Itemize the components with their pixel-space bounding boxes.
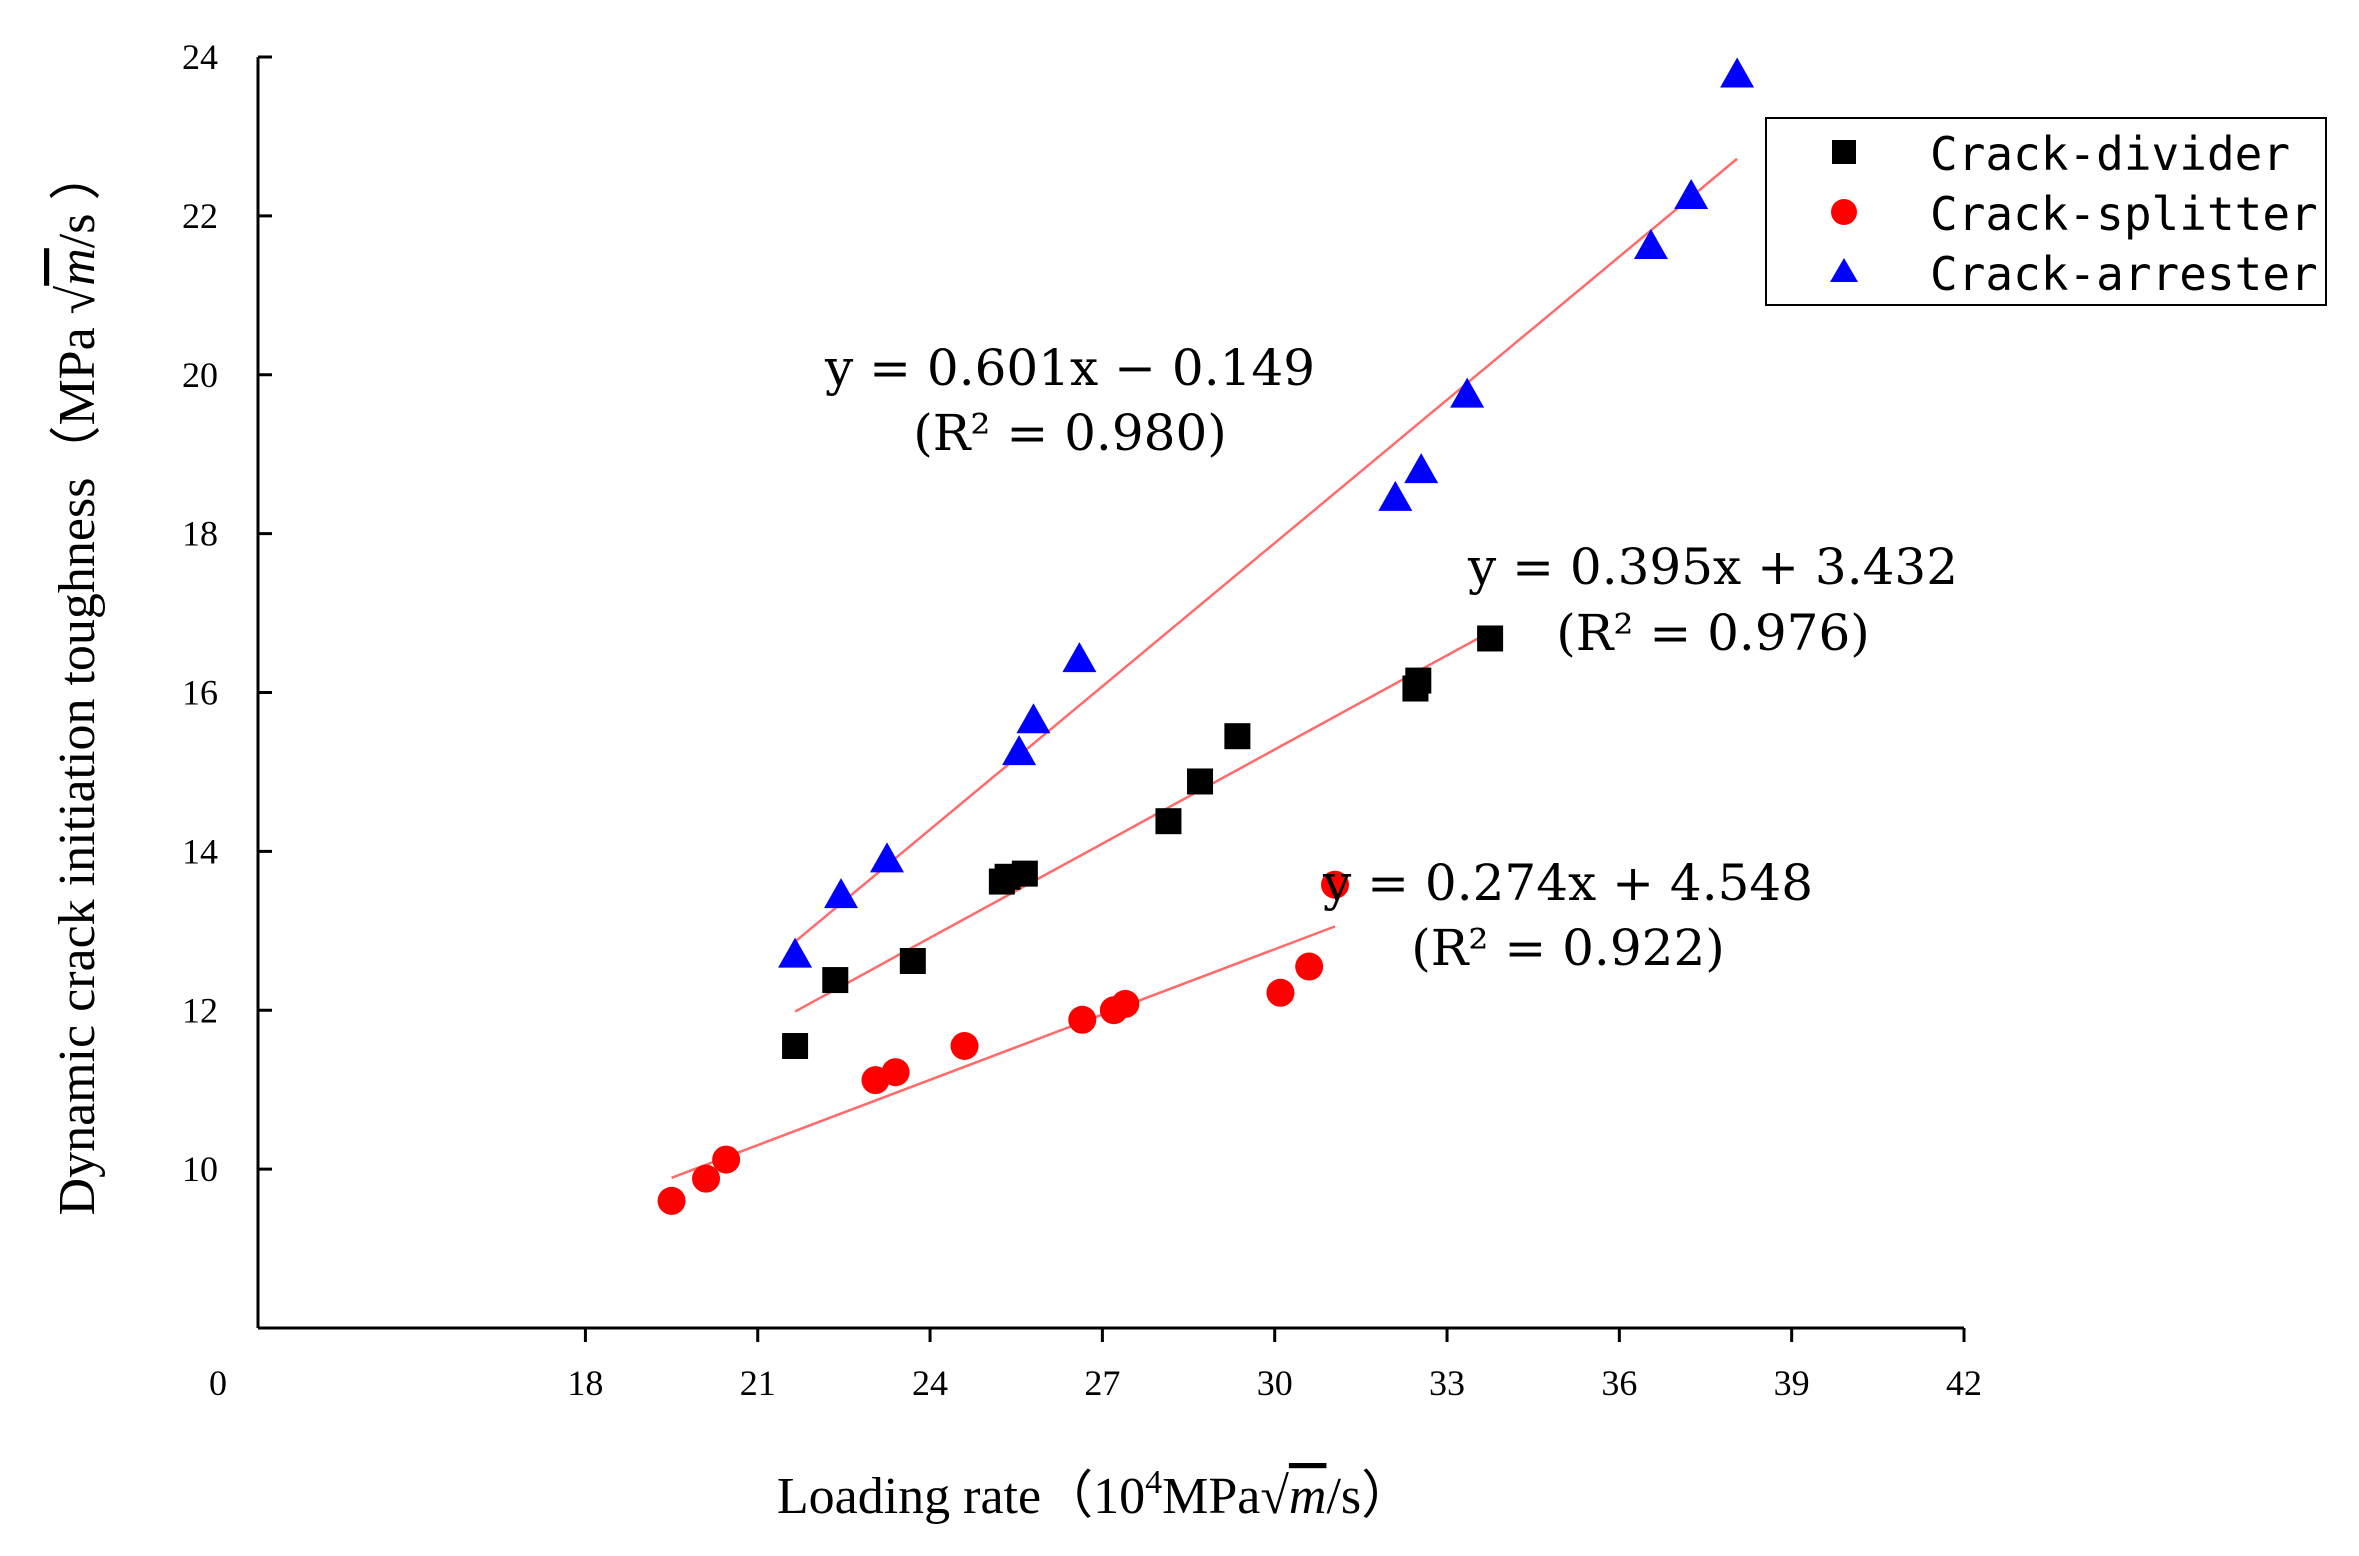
x-tick-label: 21	[740, 1363, 776, 1403]
annotation-arrester-equation: y = 0.601x − 0.149	[824, 339, 1315, 397]
point-arrester	[1720, 57, 1755, 88]
point-arrester	[1002, 735, 1037, 766]
x-axis-title-tail: /s）	[1326, 1468, 1413, 1525]
legend-box	[1765, 117, 2327, 306]
point-arrester	[1062, 642, 1097, 673]
point-splitter	[1068, 1005, 1097, 1034]
x-tick-label: 39	[1774, 1363, 1810, 1403]
fit-line-splitter	[671, 925, 1336, 1179]
x-tick-label: 18	[567, 1363, 603, 1403]
y-axis-title-m: m	[49, 248, 106, 286]
x-origin-label: 0	[209, 1363, 227, 1403]
point-splitter	[1321, 870, 1350, 899]
y-tick-label: 18	[182, 514, 218, 554]
point-splitter	[950, 1031, 979, 1060]
point-arrester	[1674, 179, 1709, 210]
x-axis-title-sqrt: √	[1260, 1468, 1289, 1525]
point-splitter	[1295, 952, 1324, 981]
y-axis-title: Dynamic crack initiation toughness（MPa √…	[49, 149, 106, 1216]
point-splitter	[881, 1058, 910, 1087]
point-arrester	[1016, 703, 1051, 734]
x-axis-title-sup: 4	[1145, 1464, 1162, 1501]
annotation-splitter-r2: (R² = 0.922)	[1411, 919, 1725, 977]
annotation-divider-r2: (R² = 0.976)	[1556, 604, 1870, 662]
point-arrester	[869, 842, 904, 873]
point-splitter	[1111, 989, 1140, 1018]
point-splitter	[712, 1145, 741, 1174]
point-arrester	[1404, 453, 1439, 484]
point-arrester	[1633, 229, 1668, 260]
annotation-arrester-r2: (R² = 0.980)	[913, 404, 1227, 462]
x-tick-label: 36	[1601, 1363, 1637, 1403]
point-divider	[782, 1032, 809, 1059]
fit-line-arrester	[794, 157, 1738, 943]
annotation-divider-equation: y = 0.395x + 3.432	[1467, 538, 1958, 596]
point-splitter	[692, 1164, 721, 1193]
x-axis-title-mpa: MPa	[1162, 1468, 1260, 1525]
x-axis-title-m: m	[1289, 1468, 1327, 1525]
point-divider	[1155, 808, 1182, 835]
y-tick-label: 24	[182, 37, 218, 77]
legend-label-divider: Crack-divider	[1930, 127, 2290, 181]
y-tick-label: 14	[182, 831, 218, 871]
point-divider	[1011, 860, 1038, 887]
point-divider	[1405, 667, 1432, 694]
legend: Crack-divider Crack-splitter Crack-arres…	[1765, 117, 2327, 306]
fit-lines	[671, 157, 1738, 1179]
point-splitter	[1266, 978, 1295, 1007]
y-tick-label: 10	[182, 1149, 218, 1189]
point-arrester	[824, 878, 859, 909]
x-axis-title-main: Loading rate（10	[777, 1468, 1145, 1525]
y-axis-title-sqrt: √	[49, 285, 106, 314]
x-tick-label: 42	[1946, 1363, 1982, 1403]
fit-line-divider	[794, 630, 1491, 1013]
point-arrester	[1378, 480, 1413, 511]
y-ticks: 10 12 14 16 18 20 22 24	[182, 37, 272, 1189]
legend-marker-splitter	[1831, 199, 1857, 225]
annotation-divider: y = 0.395x + 3.432 (R² = 0.976)	[1467, 538, 1958, 662]
x-tick-label: 33	[1429, 1363, 1465, 1403]
x-tick-label: 27	[1084, 1363, 1120, 1403]
y-tick-label: 22	[182, 196, 218, 236]
data-points	[657, 57, 1755, 1215]
point-divider	[822, 967, 849, 994]
annotation-splitter: y = 0.274x + 4.548 (R² = 0.922)	[1322, 854, 1813, 977]
y-axis-title-tail: /s ）	[49, 149, 106, 249]
y-tick-label: 16	[182, 673, 218, 713]
x-ticks: 18 21 24 27 30 33 36 39 42	[567, 1328, 1982, 1403]
point-divider	[1224, 723, 1251, 750]
legend-marker-arrester	[1830, 258, 1858, 282]
x-tick-label: 24	[912, 1363, 948, 1403]
legend-label-splitter: Crack-splitter	[1930, 187, 2318, 241]
y-axis-title-main: Dynamic crack initiation toughness（MPa	[49, 314, 106, 1215]
y-tick-label: 12	[182, 990, 218, 1030]
point-divider	[1477, 625, 1504, 652]
point-arrester	[1450, 377, 1485, 408]
point-divider	[899, 947, 926, 974]
point-divider	[1187, 768, 1214, 795]
y-tick-label: 20	[182, 355, 218, 395]
point-arrester	[778, 937, 813, 968]
annotation-splitter-equation: y = 0.274x + 4.548	[1322, 854, 1813, 912]
annotation-arrester: y = 0.601x − 0.149 (R² = 0.980)	[824, 339, 1315, 462]
point-splitter	[657, 1186, 686, 1215]
axes: 0	[209, 57, 1964, 1403]
x-axis-title: Loading rate（104MPa√m/s）	[777, 1464, 1413, 1525]
legend-label-arrester: Crack-arrester	[1930, 247, 2318, 301]
legend-marker-divider	[1832, 140, 1856, 164]
x-tick-label: 30	[1257, 1363, 1293, 1403]
